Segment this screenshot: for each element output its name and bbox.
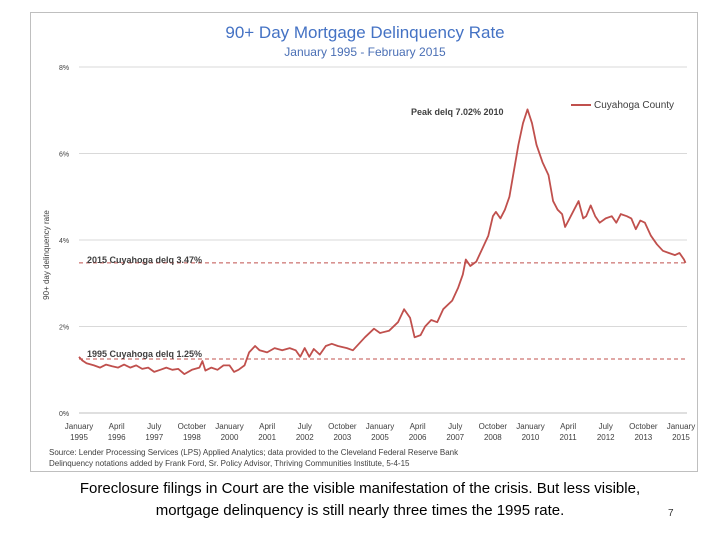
x-tick-month: July [448, 422, 462, 431]
x-tick-year: 2012 [597, 433, 615, 442]
x-tick-month: January [667, 422, 695, 431]
x-tick-month: April [109, 422, 125, 431]
x-tick-year: 2000 [221, 433, 239, 442]
slide-number: 7 [668, 508, 674, 519]
legend: Cuyahoga County [571, 100, 674, 111]
x-tick-month: April [410, 422, 426, 431]
x-tick-year: 1998 [183, 433, 201, 442]
caption-line-1: Foreclosure filings in Court are the vis… [79, 480, 641, 497]
reference-lines [79, 262, 687, 360]
y-tick-label: 4% [59, 238, 69, 245]
x-tick-month: October [328, 422, 357, 431]
x-tick-year: 2006 [409, 433, 427, 442]
series-line-cuyahoga-county [78, 108, 687, 375]
x-tick-year: 1995 [70, 433, 88, 442]
chart-title: 90+ Day Mortgage Delinquency Rate [225, 23, 504, 42]
x-tick-month: January [215, 422, 243, 431]
x-tick-year: 2011 [560, 433, 578, 442]
x-tick-month: July [298, 422, 312, 431]
reference-label-1995: 1995 Cuyahoga delq 1.25% [87, 349, 202, 359]
x-tick-year: 2010 [522, 433, 540, 442]
chart-frame: 90+ Day Mortgage Delinquency Rate Januar… [30, 12, 698, 472]
x-tick-year: 2013 [634, 433, 652, 442]
reference-label-2015: 2015 Cuyahoga delq 3.47% [87, 255, 202, 265]
x-tick-month: January [65, 422, 93, 431]
x-tick-year: 2007 [446, 433, 464, 442]
y-axis-label: 90+ day delinquency rate [42, 210, 51, 300]
x-tick-month: April [560, 422, 576, 431]
x-tick-year: 1996 [108, 433, 126, 442]
x-tick-year: 2005 [371, 433, 389, 442]
y-tick-label: 6% [59, 152, 69, 159]
gridlines [79, 66, 687, 414]
chart-subtitle: January 1995 - February 2015 [284, 45, 446, 59]
peak-annotation: Peak delq 7.02% 2010 [411, 107, 504, 117]
y-tick-labels: 0% 2% 4% 6% 8% [59, 65, 69, 418]
x-tick-year: 2003 [333, 433, 351, 442]
x-tick-labels: January 1995 April 1996 July 1997 October 1998 J… [65, 422, 695, 442]
series-lines [78, 108, 687, 375]
y-tick-label: 2% [59, 325, 69, 332]
line-chart: 90+ Day Mortgage Delinquency Rate Januar… [42, 23, 695, 468]
x-tick-month: July [599, 422, 613, 431]
x-tick-month: October [178, 422, 207, 431]
source-line-1: Source: Lender Processing Services (LPS)… [49, 448, 459, 457]
y-tick-label: 8% [59, 65, 69, 72]
x-tick-year: 1997 [145, 433, 163, 442]
x-tick-year: 2002 [296, 433, 314, 442]
x-tick-month: October [479, 422, 508, 431]
x-tick-month: October [629, 422, 658, 431]
x-tick-year: 2001 [258, 433, 276, 442]
source-line-2: Delinquency notations added by Frank For… [49, 459, 410, 468]
x-tick-month: April [259, 422, 275, 431]
legend-label: Cuyahoga County [594, 100, 674, 111]
y-tick-label: 0% [59, 411, 69, 418]
x-tick-year: 2008 [484, 433, 502, 442]
x-tick-month: July [147, 422, 161, 431]
caption-line-2: mortgage delinquency is still nearly thr… [155, 502, 565, 519]
x-tick-month: January [516, 422, 544, 431]
x-tick-month: January [366, 422, 394, 431]
x-tick-year: 2015 [672, 433, 690, 442]
